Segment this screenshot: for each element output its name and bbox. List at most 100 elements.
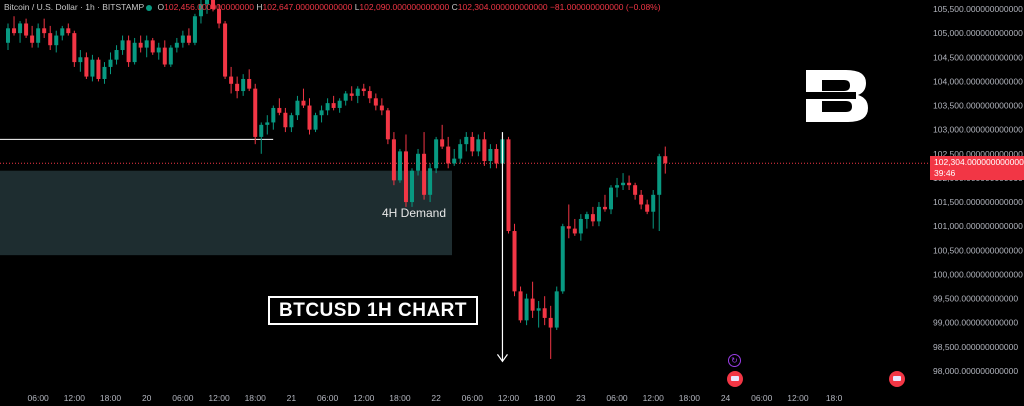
candle bbox=[162, 40, 167, 67]
candle bbox=[633, 182, 638, 200]
candle-body bbox=[331, 103, 336, 108]
candle-body bbox=[482, 139, 487, 162]
candle-body bbox=[144, 40, 149, 48]
candle bbox=[657, 153, 662, 232]
candle-body bbox=[536, 308, 541, 311]
candle-body bbox=[645, 204, 650, 212]
candle-body bbox=[602, 206, 607, 210]
x-tick-label: 06:00 bbox=[606, 393, 628, 403]
candle-body bbox=[391, 139, 396, 181]
candle bbox=[560, 223, 565, 294]
candle bbox=[379, 98, 384, 116]
candle bbox=[235, 76, 240, 99]
candle bbox=[391, 132, 396, 186]
low-label: L bbox=[354, 2, 360, 12]
candle-body bbox=[289, 115, 294, 128]
candle bbox=[241, 74, 246, 96]
candle-body bbox=[343, 93, 348, 101]
candle bbox=[331, 95, 336, 111]
candle bbox=[120, 35, 125, 55]
low-value: 102,090.000000000000 bbox=[359, 2, 450, 12]
candle-body bbox=[452, 158, 457, 164]
candle-body bbox=[114, 50, 119, 60]
candle bbox=[530, 281, 535, 318]
candle bbox=[621, 173, 626, 190]
candle bbox=[422, 132, 427, 200]
candle bbox=[482, 132, 487, 166]
x-tick-label: 18:00 bbox=[534, 393, 556, 403]
candle bbox=[639, 190, 644, 210]
candle bbox=[337, 98, 342, 113]
candle bbox=[186, 28, 191, 46]
y-tick-label: 100,000.000000000000 bbox=[933, 269, 1023, 279]
candle bbox=[542, 296, 547, 326]
y-tick-label: 101,000.000000000000 bbox=[933, 221, 1023, 231]
candle bbox=[301, 88, 306, 108]
candle bbox=[138, 35, 143, 53]
us-flag-event-icon[interactable] bbox=[889, 371, 905, 387]
candle-body bbox=[307, 105, 312, 130]
y-tick-label: 99,500.000000000000 bbox=[933, 294, 1018, 304]
candle bbox=[60, 25, 65, 41]
candle-body bbox=[174, 42, 179, 48]
candle bbox=[168, 45, 173, 67]
change-value: −81.000000000000 (−0.08%) bbox=[549, 2, 661, 12]
current-price-tag: 102,304.000000000000 39:46 bbox=[930, 156, 1024, 180]
candle-body bbox=[416, 153, 421, 171]
y-tick-label: 103,500.000000000000 bbox=[933, 101, 1023, 111]
candle bbox=[30, 25, 35, 48]
x-tick-label: 18:00 bbox=[389, 393, 411, 403]
candle-body bbox=[633, 185, 638, 195]
us-flag-event-icon[interactable] bbox=[727, 371, 743, 387]
candle-body bbox=[126, 40, 131, 63]
demand-zone bbox=[0, 170, 452, 256]
candle bbox=[361, 83, 366, 96]
candle bbox=[174, 37, 179, 53]
candle bbox=[132, 37, 137, 65]
candle-body bbox=[108, 59, 113, 67]
candle bbox=[36, 23, 41, 48]
x-tick-label: 06:00 bbox=[462, 393, 484, 403]
candle-body bbox=[168, 47, 173, 65]
candle bbox=[277, 98, 282, 116]
candle-body bbox=[156, 47, 161, 53]
y-tick-label: 102,500.000000000000 bbox=[933, 149, 1023, 159]
candle-body bbox=[548, 317, 553, 328]
candle-body bbox=[265, 122, 270, 125]
candle bbox=[247, 69, 252, 92]
candle-body bbox=[138, 42, 143, 48]
x-tick-label: 12:00 bbox=[787, 393, 809, 403]
current-price-value: 102,304.000000000000 bbox=[934, 157, 1024, 167]
x-tick-label: 12:00 bbox=[64, 393, 86, 403]
candle bbox=[403, 134, 408, 207]
y-tick-label: 101,500.000000000000 bbox=[933, 197, 1023, 207]
candle-body bbox=[295, 100, 300, 116]
candle-body bbox=[132, 42, 137, 63]
candle-body bbox=[440, 139, 445, 147]
event-cycle-icon[interactable]: ↻ bbox=[728, 354, 741, 367]
candle bbox=[609, 185, 613, 215]
candle bbox=[90, 54, 95, 82]
candle bbox=[150, 37, 155, 55]
candle-body bbox=[494, 148, 499, 164]
y-tick-label: 105,500.000000000000 bbox=[933, 4, 1023, 14]
x-tick-label: 06:00 bbox=[751, 393, 773, 403]
candle-body bbox=[524, 298, 529, 321]
candle-body bbox=[223, 23, 228, 77]
open-label: O bbox=[157, 2, 165, 12]
symbol-legend: Bitcoin / U.S. Dollar · 1h · BITSTAMP O 1… bbox=[4, 2, 661, 12]
symbol-title[interactable]: Bitcoin / U.S. Dollar · 1h · BITSTAMP bbox=[4, 2, 145, 12]
candle bbox=[6, 23, 10, 51]
x-tick-label: 24 bbox=[721, 393, 731, 403]
candle bbox=[156, 42, 161, 60]
candle bbox=[584, 211, 589, 229]
candle-body bbox=[488, 148, 493, 162]
x-tick-label: 12:00 bbox=[353, 393, 375, 403]
candle bbox=[373, 93, 378, 111]
candle bbox=[349, 86, 354, 101]
x-tick-label: 06:00 bbox=[28, 393, 50, 403]
demand-zone-label: 4H Demand bbox=[382, 206, 447, 220]
x-tick-label: 06:00 bbox=[172, 393, 194, 403]
candle-body bbox=[325, 103, 330, 111]
